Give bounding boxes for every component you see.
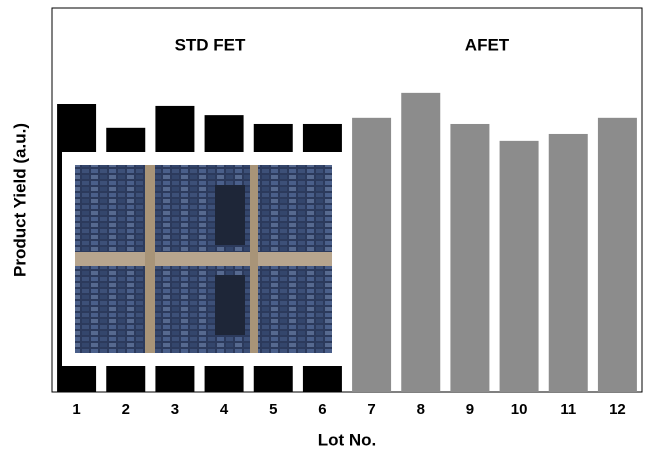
- inset-block: [215, 275, 245, 335]
- x-tick-label: 8: [417, 401, 425, 418]
- inset-band: [75, 252, 332, 266]
- x-tick-label: 6: [318, 401, 326, 418]
- x-tick-label: 2: [122, 401, 130, 418]
- x-tick-label: 3: [171, 401, 179, 418]
- chip-inset: [62, 152, 345, 366]
- x-tick-label: 4: [220, 401, 229, 418]
- x-axis-title: Lot No.: [318, 430, 377, 449]
- x-tick-label: 10: [511, 401, 528, 418]
- chart: STD FET AFET Lot No. Product Yield (a.u.…: [0, 0, 645, 455]
- bar: [352, 118, 391, 392]
- inset-band: [145, 165, 155, 353]
- x-tick-label: 9: [466, 401, 474, 418]
- x-tick-label: 12: [609, 401, 626, 418]
- x-tick-label: 7: [367, 401, 375, 418]
- y-axis-title: Product Yield (a.u.): [10, 123, 29, 277]
- annotation: AFET: [465, 35, 510, 54]
- annotation: STD FET: [175, 35, 246, 54]
- inset-band: [250, 165, 258, 353]
- bar: [401, 93, 440, 392]
- x-tick-label: 5: [269, 401, 277, 418]
- inset-block: [215, 185, 245, 245]
- x-tick-label: 1: [72, 401, 80, 418]
- x-tick-label: 11: [560, 401, 576, 418]
- bar: [500, 141, 539, 392]
- bar: [450, 124, 489, 392]
- bar: [598, 118, 637, 392]
- bar: [549, 134, 588, 392]
